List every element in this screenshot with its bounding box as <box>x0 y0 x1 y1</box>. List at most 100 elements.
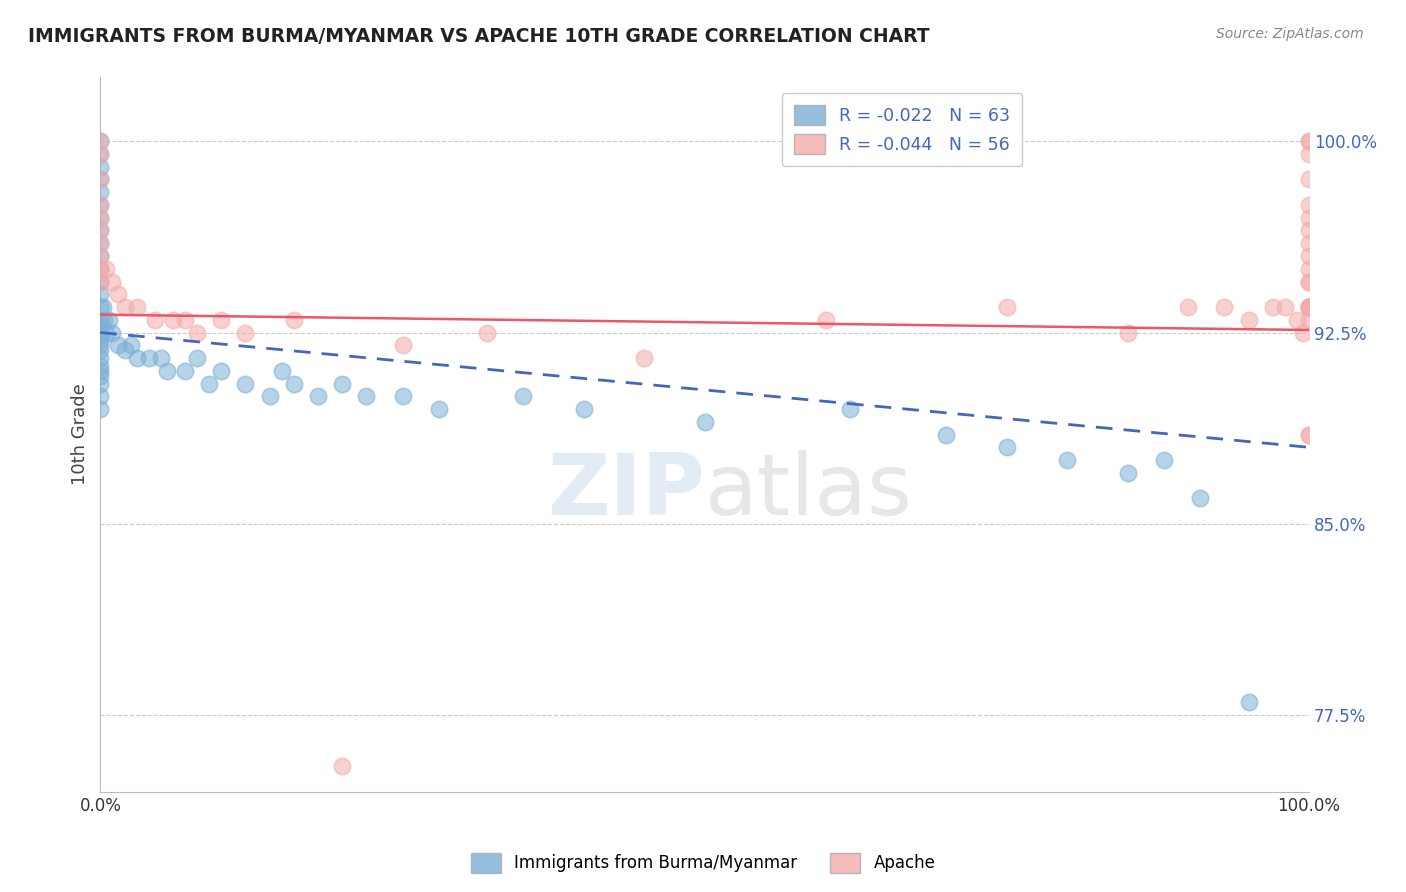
Point <box>1298 134 1320 148</box>
Point <box>89 351 111 365</box>
Point <box>209 312 232 326</box>
Point <box>1116 326 1139 340</box>
Point <box>1298 147 1320 161</box>
Point <box>995 440 1018 454</box>
Point <box>125 300 148 314</box>
Point <box>89 287 111 301</box>
Point <box>572 402 595 417</box>
Point <box>89 275 111 289</box>
Point <box>1261 300 1284 314</box>
Point <box>1298 275 1320 289</box>
Point <box>96 326 118 340</box>
Point <box>89 211 111 225</box>
Point <box>107 287 129 301</box>
Point <box>1153 453 1175 467</box>
Point <box>1298 300 1320 314</box>
Point <box>89 275 111 289</box>
Text: atlas: atlas <box>704 450 912 533</box>
Point <box>89 376 111 391</box>
Point <box>1298 300 1320 314</box>
Point <box>89 134 111 148</box>
Point <box>209 364 232 378</box>
Point <box>89 211 111 225</box>
Point <box>1237 312 1260 326</box>
Point <box>330 759 353 773</box>
Point <box>89 172 111 186</box>
Point <box>1116 466 1139 480</box>
Point <box>1213 300 1236 314</box>
Point <box>89 343 111 358</box>
Point <box>1237 695 1260 709</box>
Point <box>89 249 111 263</box>
Point <box>307 389 329 403</box>
Text: ZIP: ZIP <box>547 450 704 533</box>
Point <box>693 415 716 429</box>
Legend: R = -0.022   N = 63, R = -0.044   N = 56: R = -0.022 N = 63, R = -0.044 N = 56 <box>782 94 1022 166</box>
Point <box>1177 300 1199 314</box>
Point <box>97 312 120 326</box>
Point <box>935 427 957 442</box>
Point <box>198 376 221 391</box>
Point <box>259 389 281 403</box>
Point <box>1298 300 1320 314</box>
Point <box>174 312 197 326</box>
Point <box>1292 326 1315 340</box>
Point <box>235 326 257 340</box>
Point <box>174 364 197 378</box>
Point <box>89 389 111 403</box>
Point <box>995 300 1018 314</box>
Point <box>125 351 148 365</box>
Point <box>356 389 378 403</box>
Point <box>1298 172 1320 186</box>
Point <box>89 147 111 161</box>
Point <box>89 261 111 276</box>
Point <box>89 198 111 212</box>
Point <box>143 312 166 326</box>
Point <box>633 351 655 365</box>
Point <box>89 333 111 347</box>
Point <box>89 364 111 378</box>
Point <box>1298 427 1320 442</box>
Point <box>89 236 111 251</box>
Point <box>270 364 292 378</box>
Point <box>1298 261 1320 276</box>
Point <box>138 351 160 365</box>
Point <box>330 376 353 391</box>
Point <box>89 160 111 174</box>
Point <box>1298 134 1320 148</box>
Point <box>89 223 111 237</box>
Point <box>1298 198 1320 212</box>
Point <box>156 364 179 378</box>
Point <box>93 312 115 326</box>
Point <box>149 351 172 365</box>
Point <box>89 198 111 212</box>
Point <box>114 300 136 314</box>
Point <box>512 389 534 403</box>
Point <box>101 326 124 340</box>
Point <box>89 172 111 186</box>
Point <box>89 147 111 161</box>
Point <box>1298 300 1320 314</box>
Point <box>1298 223 1320 237</box>
Point <box>89 338 111 352</box>
Point <box>427 402 450 417</box>
Point <box>391 389 413 403</box>
Point <box>89 312 111 326</box>
Point <box>1274 300 1296 314</box>
Point <box>1298 249 1320 263</box>
Point <box>1298 300 1320 314</box>
Point <box>89 300 111 314</box>
Point <box>89 186 111 200</box>
Point <box>89 318 111 332</box>
Point <box>89 402 111 417</box>
Text: IMMIGRANTS FROM BURMA/MYANMAR VS APACHE 10TH GRADE CORRELATION CHART: IMMIGRANTS FROM BURMA/MYANMAR VS APACHE … <box>28 27 929 45</box>
Point <box>96 261 118 276</box>
Point <box>91 300 114 314</box>
Point <box>89 236 111 251</box>
Point <box>1298 427 1320 442</box>
Point <box>120 338 142 352</box>
Point <box>89 223 111 237</box>
Point <box>101 275 124 289</box>
Point <box>114 343 136 358</box>
Point <box>186 326 208 340</box>
